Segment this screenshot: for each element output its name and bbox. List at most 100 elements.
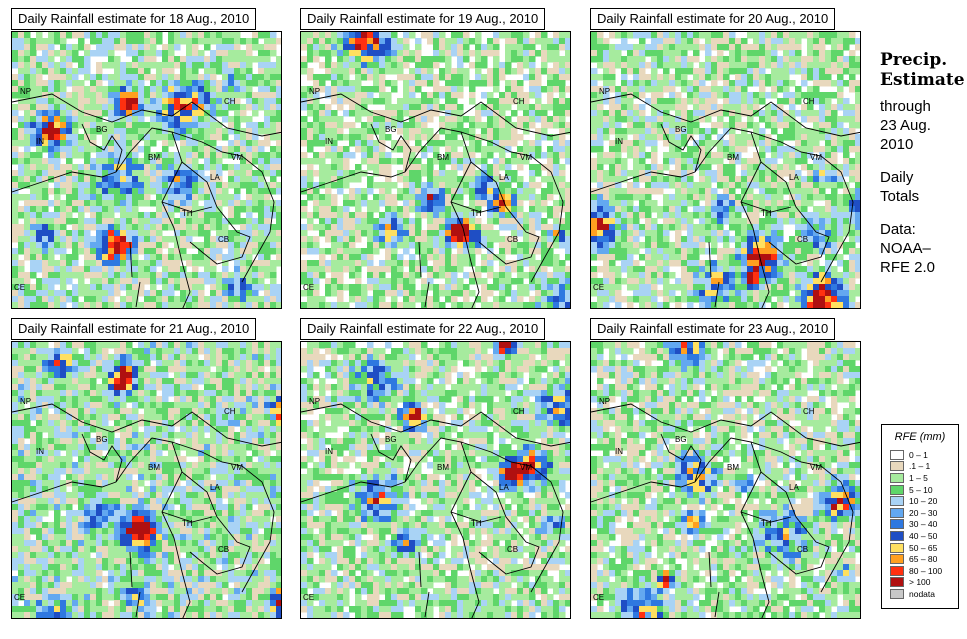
panel-title: Daily Rainfall estimate for 18 Aug., 201…: [11, 8, 257, 30]
country-label-bg: BG: [96, 435, 108, 444]
country-border: [171, 131, 275, 283]
rainfall-field: [301, 342, 570, 618]
country-border: [301, 171, 406, 193]
country-border: [404, 437, 480, 618]
legend-swatch: [890, 484, 904, 495]
country-border: [12, 403, 281, 447]
country-label-cb: CB: [218, 545, 229, 554]
country-label-vm: VM: [810, 153, 822, 162]
country-label-ch: CH: [513, 407, 525, 416]
legend-label: 10 – 20: [909, 496, 938, 507]
country-label-vm: VM: [810, 463, 822, 472]
country-label-in: IN: [615, 137, 623, 146]
legend-swatch: [890, 449, 904, 460]
legend-label: 0 – 1: [909, 449, 928, 460]
country-label-th: TH: [471, 519, 482, 528]
legend-label: nodata: [909, 588, 935, 599]
through-label: through: [880, 98, 931, 115]
country-border: [740, 201, 792, 213]
country-border: [129, 241, 141, 308]
legend-item: 5 – 10: [882, 484, 958, 496]
legend-swatch: [890, 588, 904, 599]
rainfall-panel: Daily Rainfall estimate for 21 Aug., 201…: [11, 318, 282, 619]
legend-item: 40 – 50: [882, 530, 958, 542]
panel-title: Daily Rainfall estimate for 20 Aug., 201…: [590, 8, 836, 30]
country-border: [161, 511, 213, 523]
country-label-in: IN: [36, 137, 44, 146]
data-line1: Data:: [880, 221, 916, 238]
country-border: [418, 241, 430, 308]
legend-item: nodata: [882, 588, 958, 600]
rainfall-panel: Daily Rainfall estimate for 20 Aug., 201…: [590, 8, 861, 309]
country-label-np: NP: [599, 397, 610, 406]
legend-title: RFE (mm): [894, 431, 946, 443]
daily-line1: Daily: [880, 169, 914, 186]
country-border: [591, 481, 696, 503]
country-border: [760, 471, 830, 575]
country-label-la: LA: [499, 483, 509, 492]
country-border: [12, 93, 281, 137]
heading-line1: Precip.: [880, 50, 948, 70]
rainfall-map: NP IN BG BM CH VM LA TH CB CE: [300, 341, 571, 619]
country-label-cb: CB: [797, 235, 808, 244]
country-border: [370, 433, 412, 483]
country-label-cb: CB: [218, 235, 229, 244]
country-border: [404, 127, 480, 308]
legend-label: 80 – 100: [909, 565, 943, 576]
country-label-np: NP: [20, 397, 31, 406]
country-label-ce: CE: [593, 593, 604, 602]
country-label-bm: BM: [148, 463, 160, 472]
legend-item: 20 – 30: [882, 507, 958, 519]
country-label-in: IN: [36, 447, 44, 456]
country-label-ch: CH: [513, 97, 525, 106]
country-label-vm: VM: [231, 153, 243, 162]
country-border: [708, 551, 720, 618]
country-label-bm: BM: [727, 153, 739, 162]
country-border: [171, 441, 275, 593]
country-label-la: LA: [789, 483, 799, 492]
heading-line2: Estimate: [880, 70, 965, 90]
country-label-bg: BG: [675, 435, 687, 444]
country-label-bg: BG: [385, 435, 397, 444]
country-border: [115, 127, 191, 308]
country-border: [181, 471, 251, 575]
country-label-ch: CH: [224, 97, 236, 106]
legend-item: 10 – 20: [882, 495, 958, 507]
rainfall-panel: Daily Rainfall estimate for 22 Aug., 201…: [300, 318, 571, 619]
country-label-cb: CB: [507, 545, 518, 554]
country-label-np: NP: [599, 87, 610, 96]
country-label-bg: BG: [96, 125, 108, 134]
data-line2: NOAA–: [880, 240, 931, 257]
rainfall-panel: Daily Rainfall estimate for 23 Aug., 201…: [590, 318, 861, 619]
country-label-in: IN: [615, 447, 623, 456]
country-border: [301, 403, 570, 447]
country-label-ce: CE: [593, 283, 604, 292]
country-label-in: IN: [325, 137, 333, 146]
country-label-in: IN: [325, 447, 333, 456]
country-border: [161, 201, 213, 213]
country-border: [181, 161, 251, 265]
country-border: [591, 171, 696, 193]
country-border: [12, 171, 117, 193]
country-border: [591, 403, 860, 447]
country-label-vm: VM: [520, 463, 532, 472]
side-caption: Precip. Estimate through 23 Aug. 2010 Da…: [880, 50, 965, 277]
rainfall-map: NP IN BG BM CH VM LA TH CB CE: [590, 341, 861, 619]
legend-label: > 100: [909, 577, 931, 588]
rainfall-field: [301, 32, 570, 308]
country-label-bm: BM: [437, 153, 449, 162]
country-label-ch: CH: [803, 97, 815, 106]
country-label-bm: BM: [148, 153, 160, 162]
legend-swatch: [890, 554, 904, 565]
data-line3: RFE 2.0: [880, 259, 936, 276]
legend-item: 80 – 100: [882, 565, 958, 577]
country-label-ce: CE: [14, 593, 25, 602]
legend-swatch: [890, 461, 904, 472]
country-label-th: TH: [182, 519, 193, 528]
panel-title: Daily Rainfall estimate for 22 Aug., 201…: [300, 318, 546, 340]
country-border: [115, 437, 191, 618]
country-label-bm: BM: [437, 463, 449, 472]
country-label-ch: CH: [803, 407, 815, 416]
daily-line2: Totals: [880, 188, 920, 205]
